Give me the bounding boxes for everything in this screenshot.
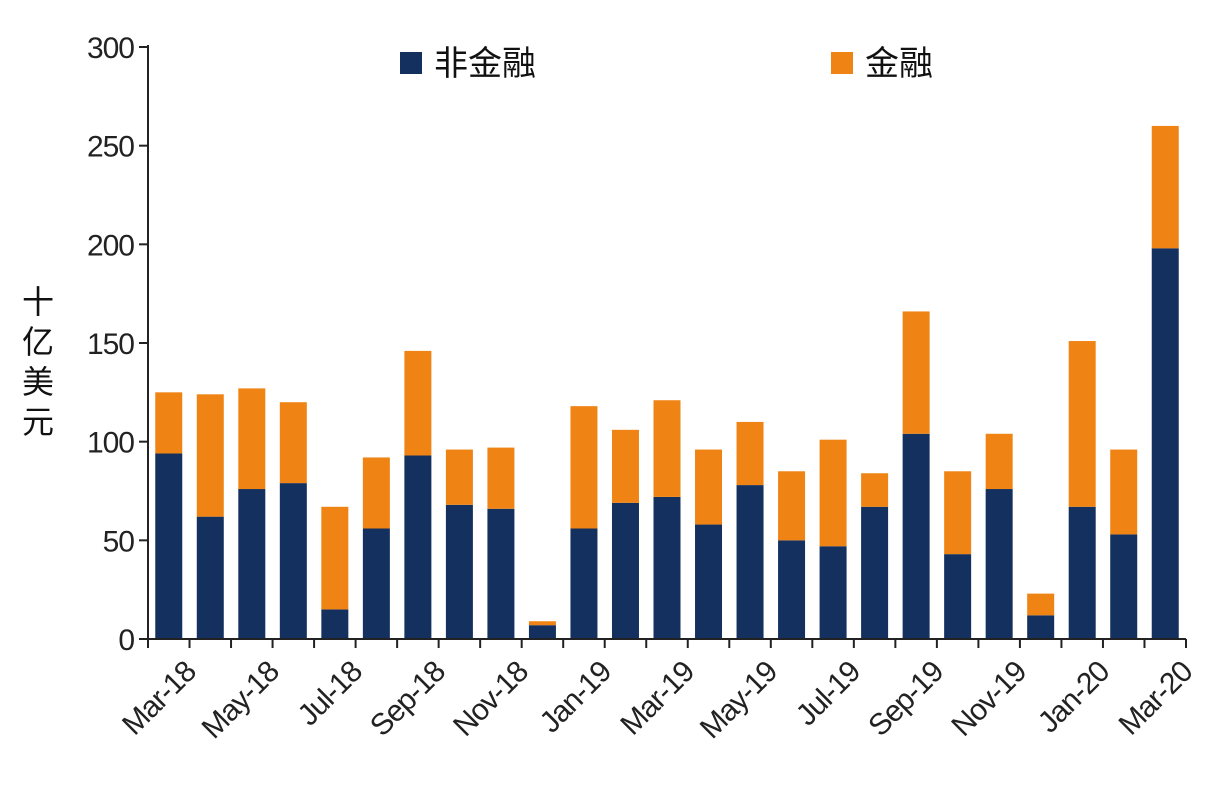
bar-financial-Jan-20	[1068, 341, 1096, 507]
bar-financial-Feb-20	[1110, 449, 1138, 535]
x-tick-label: May-18	[196, 655, 286, 745]
bar-nonfinancial-Jun-19	[778, 540, 806, 639]
legend-label-nonfinancial: 非金融	[434, 44, 536, 84]
bar-nonfinancial-Dec-18	[528, 625, 556, 639]
bar-financial-Jul-18	[321, 506, 349, 610]
bar-nonfinancial-Oct-18	[445, 504, 473, 639]
bar-financial-Mar-19	[653, 400, 681, 497]
bar-financial-Aug-18	[362, 457, 390, 529]
y-tick-label: 50	[103, 525, 135, 558]
bar-nonfinancial-May-18	[238, 489, 266, 639]
x-tick-label: Mar-18	[116, 655, 203, 742]
bar-nonfinancial-Sep-18	[404, 455, 432, 639]
x-tick-label: Jan-20	[1032, 655, 1116, 739]
x-tick-label: Mar-20	[1113, 655, 1200, 742]
bar-nonfinancial-Mar-18	[155, 453, 183, 639]
bar-nonfinancial-Jul-19	[819, 546, 847, 639]
bar-financial-Dec-19	[1027, 593, 1055, 616]
bars	[155, 125, 1179, 639]
y-tick-label: 200	[87, 229, 134, 262]
bar-financial-Oct-19	[944, 471, 972, 555]
bar-nonfinancial-Apr-19	[695, 524, 723, 639]
bar-financial-Jan-19	[570, 406, 598, 529]
bar-financial-Sep-19	[902, 311, 930, 434]
bar-financial-Dec-18	[528, 621, 556, 626]
bar-financial-Aug-19	[861, 473, 889, 507]
legend: 非金融 金融	[400, 44, 933, 84]
bar-financial-Jul-19	[819, 439, 847, 547]
legend-swatch-nonfinancial	[400, 52, 422, 74]
bar-nonfinancial-Sep-19	[902, 433, 930, 639]
x-tick-label: Jul-19	[790, 655, 867, 732]
x-tick-label: Nov-19	[945, 655, 1033, 743]
bar-nonfinancial-Feb-19	[611, 502, 639, 639]
bar-financial-Sep-18	[404, 350, 432, 456]
bar-nonfinancial-Aug-19	[861, 506, 889, 639]
bar-nonfinancial-Nov-19	[985, 489, 1013, 639]
bar-financial-Apr-19	[695, 449, 723, 525]
y-axis-label-char: 元	[22, 403, 54, 441]
y-axis-label-char: 美	[22, 363, 54, 401]
x-tick-label: Jul-18	[292, 655, 369, 732]
bar-financial-May-19	[736, 421, 764, 486]
y-ticks: 0 50 100 150 200 250 300	[87, 32, 148, 657]
bar-nonfinancial-Mar-20	[1151, 248, 1179, 639]
y-tick-label: 100	[87, 427, 134, 460]
bar-nonfinancial-Dec-19	[1027, 615, 1055, 639]
bar-nonfinancial-Nov-18	[487, 508, 515, 639]
bar-nonfinancial-Feb-20	[1110, 534, 1138, 639]
bar-financial-Nov-18	[487, 447, 515, 509]
bar-financial-May-18	[238, 388, 266, 490]
bar-nonfinancial-Apr-18	[196, 516, 224, 639]
x-tick-label: May-19	[694, 655, 784, 745]
x-tick-label: Mar-19	[614, 655, 701, 742]
bar-nonfinancial-Jan-20	[1068, 506, 1096, 639]
bar-financial-Nov-19	[985, 433, 1013, 490]
legend-swatch-financial	[831, 52, 853, 74]
x-tick-label: Nov-18	[447, 655, 535, 743]
bar-nonfinancial-Jun-18	[279, 483, 307, 639]
bar-nonfinancial-Oct-19	[944, 554, 972, 639]
y-tick-label: 150	[87, 328, 134, 361]
y-axis-label-char: 十	[22, 283, 54, 321]
y-axis-label-char: 亿	[22, 323, 54, 361]
y-tick-label: 250	[87, 131, 134, 164]
bar-nonfinancial-Mar-19	[653, 496, 681, 639]
bar-financial-Oct-18	[445, 449, 473, 505]
bar-nonfinancial-Jul-18	[321, 609, 349, 639]
y-tick-label: 300	[87, 32, 134, 65]
x-tick-label: Sep-19	[862, 655, 950, 743]
legend-label-financial: 金融	[865, 44, 933, 84]
bar-financial-Mar-18	[155, 392, 183, 454]
bar-financial-Apr-18	[196, 394, 224, 517]
bar-nonfinancial-Aug-18	[362, 528, 390, 639]
bar-financial-Feb-19	[611, 429, 639, 503]
bar-financial-Jun-18	[279, 402, 307, 484]
bar-financial-Jun-19	[778, 471, 806, 541]
y-tick-label: 0	[118, 624, 134, 657]
x-tick-label: Sep-18	[364, 655, 452, 743]
bar-nonfinancial-May-19	[736, 485, 764, 639]
x-tick-label: Jan-19	[534, 655, 618, 739]
bar-nonfinancial-Jan-19	[570, 528, 598, 639]
bar-financial-Mar-20	[1151, 125, 1179, 249]
